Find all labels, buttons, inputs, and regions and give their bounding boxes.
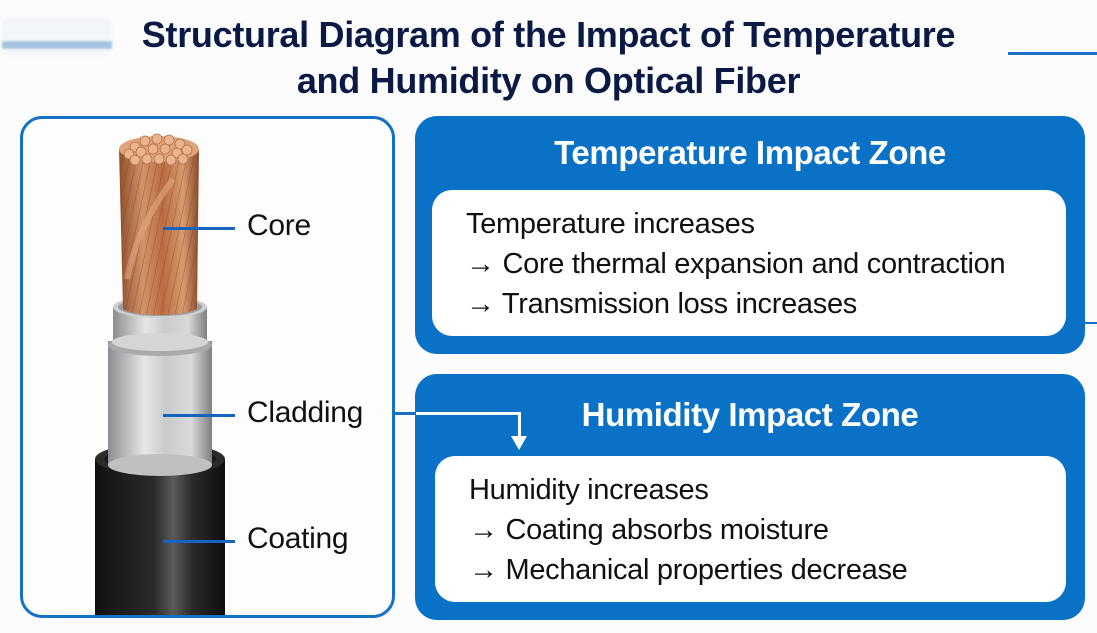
title-line-2: and Humidity on Optical Fiber xyxy=(296,60,801,101)
arrow-down-icon xyxy=(511,436,527,450)
coating-label: Coating xyxy=(247,522,349,555)
blurred-logo-placeholder xyxy=(2,18,112,56)
coating-leader-line xyxy=(163,540,235,543)
core-leader-line xyxy=(163,227,235,230)
decorative-rule-top xyxy=(1008,52,1097,55)
temperature-effect-line: → Transmission loss increases xyxy=(466,288,857,320)
title-line-1: Structural Diagram of the Impact of Temp… xyxy=(141,14,956,55)
fiber-cable-illustration xyxy=(95,133,225,615)
connector-vertical-segment xyxy=(518,412,521,438)
humidity-zone-title: Humidity Impact Zone xyxy=(581,396,919,433)
core-label: Core xyxy=(247,209,311,242)
cladding-label: Cladding xyxy=(247,396,364,429)
cladding-to-humidity-connector xyxy=(394,412,521,415)
temperature-effect-line: → Core thermal expansion and contraction xyxy=(466,248,1006,280)
connector-outside-segment xyxy=(394,412,416,415)
page-title: Structural Diagram of the Impact of Temp… xyxy=(0,12,1097,104)
cable-structure-panel: Core Cladding Coating xyxy=(20,116,395,618)
humidity-effects-box: Humidity increases → Coating absorbs moi… xyxy=(435,456,1066,602)
humidity-effect-line: → Coating absorbs moisture xyxy=(469,514,829,546)
cladding-layer xyxy=(108,296,212,476)
humidity-impact-zone: Humidity Impact Zone Humidity increases … xyxy=(415,374,1085,620)
humidity-effect-line: Humidity increases xyxy=(469,474,709,506)
core-layer xyxy=(119,133,199,315)
humidity-effect-line: → Mechanical properties decrease xyxy=(469,554,908,586)
temperature-effects-box: Temperature increases → Core thermal exp… xyxy=(432,190,1066,336)
temperature-effect-line: Temperature increases xyxy=(466,208,755,240)
decorative-connector-right xyxy=(1085,322,1097,324)
temperature-zone-title: Temperature Impact Zone xyxy=(554,134,946,171)
temperature-impact-zone: Temperature Impact Zone Temperature incr… xyxy=(415,116,1085,354)
cladding-leader-line xyxy=(163,414,235,417)
